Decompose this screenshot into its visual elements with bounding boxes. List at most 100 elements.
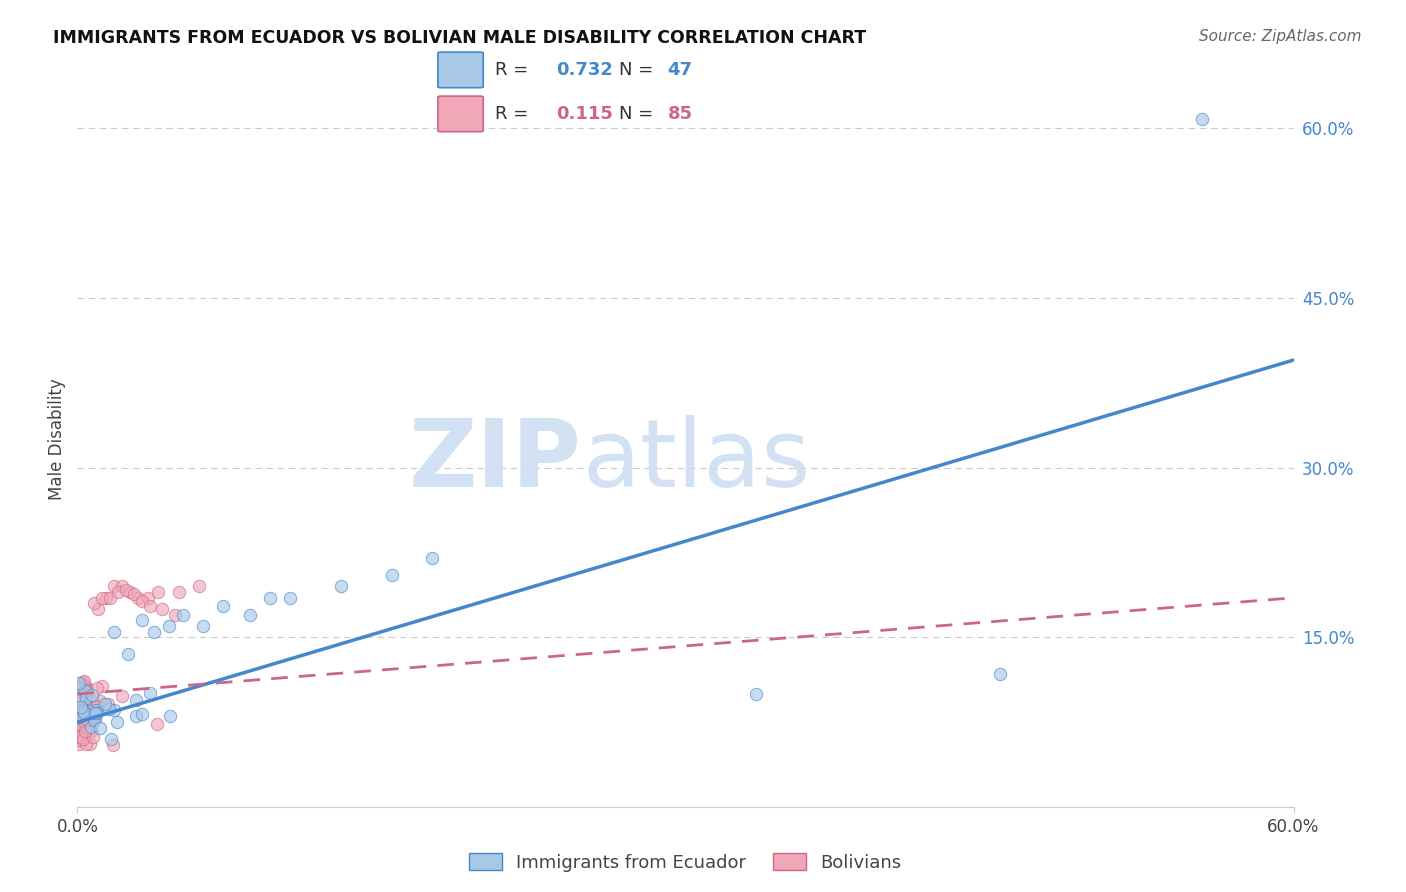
Point	[70, 723, 93, 738]
Point	[90, 679, 112, 693]
Text: R =: R =	[495, 105, 540, 123]
Point	[67, 733, 90, 747]
Text: N =: N =	[619, 105, 659, 123]
Point	[745, 687, 768, 701]
Point	[79, 705, 101, 719]
Point	[83, 597, 105, 611]
Point	[77, 714, 100, 729]
Point	[86, 700, 108, 714]
Point	[67, 680, 90, 694]
Point	[72, 731, 94, 746]
Point	[70, 731, 93, 745]
Point	[188, 580, 211, 594]
Point	[163, 607, 186, 622]
Point	[72, 704, 94, 718]
Point	[117, 648, 139, 662]
Point	[420, 551, 443, 566]
Point	[145, 716, 167, 731]
Point	[67, 690, 90, 705]
Point	[79, 711, 101, 725]
Point	[139, 599, 162, 613]
Point	[73, 684, 96, 698]
Point	[80, 688, 103, 702]
Point	[159, 709, 181, 723]
Point	[103, 580, 125, 594]
Point	[239, 607, 262, 622]
Point	[84, 703, 107, 717]
Point	[66, 694, 89, 708]
Point	[100, 732, 122, 747]
Point	[988, 666, 1011, 681]
Text: IMMIGRANTS FROM ECUADOR VS BOLIVIAN MALE DISABILITY CORRELATION CHART: IMMIGRANTS FROM ECUADOR VS BOLIVIAN MALE…	[53, 29, 866, 46]
Point	[75, 738, 97, 752]
Point	[167, 585, 190, 599]
Point	[83, 705, 105, 719]
Point	[139, 686, 162, 700]
Point	[72, 714, 94, 729]
Point	[73, 673, 96, 688]
Point	[80, 720, 103, 734]
Point	[69, 730, 91, 744]
Point	[101, 738, 124, 752]
Point	[1191, 112, 1213, 126]
FancyBboxPatch shape	[437, 52, 484, 87]
Point	[122, 587, 145, 601]
Point	[69, 679, 91, 693]
Point	[67, 699, 90, 714]
Point	[98, 591, 121, 605]
Point	[76, 701, 98, 715]
Point	[125, 709, 148, 723]
Text: 0.732: 0.732	[555, 61, 613, 78]
Point	[73, 706, 96, 720]
Point	[131, 706, 153, 721]
Point	[73, 680, 96, 694]
Point	[75, 691, 97, 706]
FancyBboxPatch shape	[437, 96, 484, 132]
Point	[66, 730, 89, 744]
Point	[70, 709, 93, 723]
Point	[131, 614, 153, 628]
Point	[66, 703, 89, 717]
Point	[131, 594, 153, 608]
Point	[73, 724, 96, 739]
Point	[69, 718, 91, 732]
Point	[103, 703, 125, 717]
Point	[97, 702, 120, 716]
Point	[152, 602, 174, 616]
Point	[73, 711, 96, 725]
Point	[89, 721, 111, 735]
Point	[84, 706, 107, 721]
Point	[278, 591, 301, 605]
Point	[67, 710, 90, 724]
Point	[76, 725, 98, 739]
Point	[67, 688, 90, 702]
Point	[143, 624, 166, 639]
Text: 0.115: 0.115	[555, 105, 613, 123]
Point	[127, 591, 149, 605]
Text: R =: R =	[495, 61, 534, 78]
Point	[86, 706, 108, 720]
Point	[84, 712, 107, 726]
Point	[72, 698, 94, 713]
Point	[111, 689, 134, 703]
Point	[124, 693, 146, 707]
Legend: Immigrants from Ecuador, Bolivians: Immigrants from Ecuador, Bolivians	[463, 846, 908, 880]
Point	[80, 694, 103, 708]
Point	[66, 719, 89, 733]
Point	[70, 677, 93, 691]
Point	[329, 580, 352, 594]
Point	[136, 591, 159, 605]
Point	[72, 675, 94, 690]
Point	[380, 568, 402, 582]
Point	[80, 724, 103, 739]
Text: ZIP: ZIP	[409, 416, 582, 508]
Point	[82, 730, 104, 744]
Point	[82, 703, 104, 717]
Point	[191, 619, 214, 633]
Point	[94, 697, 117, 711]
Point	[73, 698, 96, 712]
Point	[77, 704, 100, 718]
Point	[67, 676, 90, 690]
Point	[73, 695, 96, 709]
Point	[75, 725, 97, 739]
